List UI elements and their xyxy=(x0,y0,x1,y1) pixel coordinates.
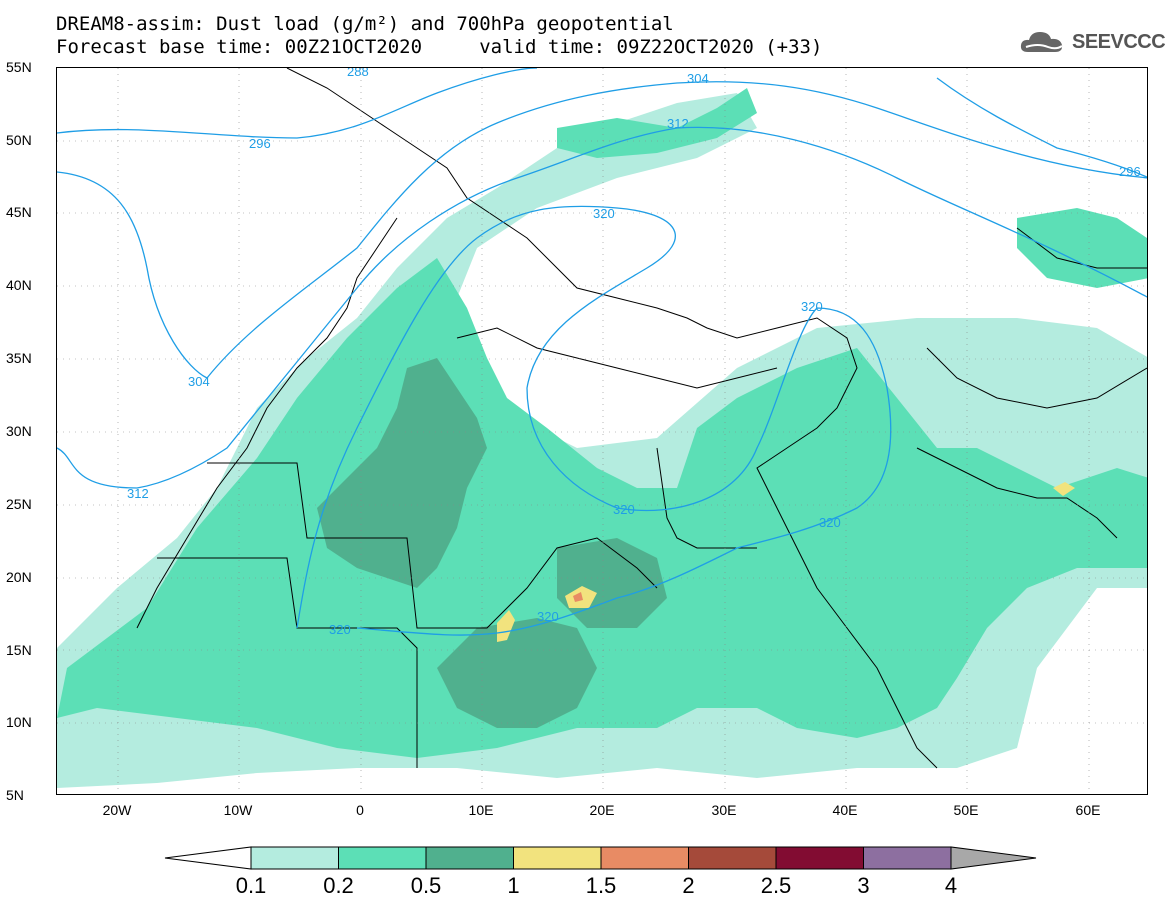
colorbar xyxy=(164,846,1037,870)
colorbar-tick-label: 0.2 xyxy=(323,873,354,898)
chart-title: DREAM8-assim: Dust load (g/m²) and 700hP… xyxy=(56,13,674,35)
contour-label: 312 xyxy=(127,486,149,501)
contour-label: 320 xyxy=(801,299,823,314)
lat-label: 25N xyxy=(6,496,32,512)
lat-label: 5N xyxy=(6,787,24,803)
graticule xyxy=(57,68,1147,794)
lat-label: 10N xyxy=(6,714,32,730)
colorbar-overflow-arrow xyxy=(950,846,1037,870)
dust-fill-high xyxy=(497,482,1075,642)
logo-text: SEEVCCC xyxy=(1072,30,1165,53)
forecast-times: Forecast base time: 00Z21OCT2020 valid t… xyxy=(56,36,823,58)
lon-label: 20E xyxy=(589,802,615,818)
land-outlines xyxy=(136,68,1147,769)
lon-label: 40E xyxy=(832,802,858,818)
colorbar-swatch xyxy=(688,846,777,870)
colorbar-tick-label: 0.1 xyxy=(235,873,267,898)
contour-label: 296 xyxy=(249,136,271,151)
map-panel: 288 304 296 312 296 320 320 304 312 320 … xyxy=(56,67,1148,795)
colorbar-underflow-arrow xyxy=(164,846,252,870)
contour-label: 296 xyxy=(1119,164,1141,179)
colorbar-swatch xyxy=(600,846,689,870)
colorbar-swatch xyxy=(338,846,427,870)
dust-fill-peak xyxy=(573,592,583,602)
lon-label: 10E xyxy=(468,802,494,818)
colorbar-swatch xyxy=(425,846,514,870)
lon-label: 0 xyxy=(356,802,364,818)
lon-label: 30E xyxy=(711,802,737,818)
contour-label: 320 xyxy=(329,622,351,637)
lat-label: 15N xyxy=(6,642,32,658)
lat-label: 35N xyxy=(6,350,32,366)
contour-label: 320 xyxy=(819,515,841,530)
contour-label: 304 xyxy=(188,374,210,389)
colorbar-tick-label: 4 xyxy=(944,873,958,898)
geopotential-contours xyxy=(57,68,1147,636)
contour-value-labels: 288 304 296 312 296 320 320 304 312 320 … xyxy=(127,68,1141,637)
lat-label: 45N xyxy=(6,204,32,220)
lon-label: 50E xyxy=(953,802,979,818)
colorbar-swatch xyxy=(863,846,952,870)
contour-label: 320 xyxy=(613,502,635,517)
contour-label: 320 xyxy=(537,609,559,624)
colorbar-swatch xyxy=(775,846,864,870)
lat-label: 40N xyxy=(6,277,32,293)
colorbar-tick-label: 1.5 xyxy=(585,873,617,898)
lon-label: 20W xyxy=(102,802,132,818)
dust-fill-mid xyxy=(57,88,1147,758)
contour-label: 288 xyxy=(347,68,369,79)
lat-label: 20N xyxy=(6,569,32,585)
lat-label: 30N xyxy=(6,423,32,439)
colorbar-tick-label: 0.5 xyxy=(410,873,442,898)
colorbar-swatch xyxy=(250,846,339,870)
dust-load-map: 288 304 296 312 296 320 320 304 312 320 … xyxy=(57,68,1147,794)
colorbar-swatch xyxy=(513,846,602,870)
colorbar-tick-label: 2 xyxy=(682,873,695,898)
lat-label: 50N xyxy=(6,132,32,148)
lon-label: 10W xyxy=(223,802,253,818)
colorbar-tick-label: 3 xyxy=(857,873,870,898)
contour-label: 312 xyxy=(667,116,689,131)
seevccc-logo: SEEVCCC xyxy=(1018,28,1165,56)
lat-label: 55N xyxy=(6,59,32,75)
cloud-icon xyxy=(1020,32,1063,52)
contour-label: 320 xyxy=(593,206,615,221)
colorbar-tick-label: 1 xyxy=(507,873,520,898)
colorbar-tick-label: 2.5 xyxy=(760,873,792,898)
contour-label: 304 xyxy=(687,71,709,86)
lon-label: 60E xyxy=(1075,802,1101,818)
